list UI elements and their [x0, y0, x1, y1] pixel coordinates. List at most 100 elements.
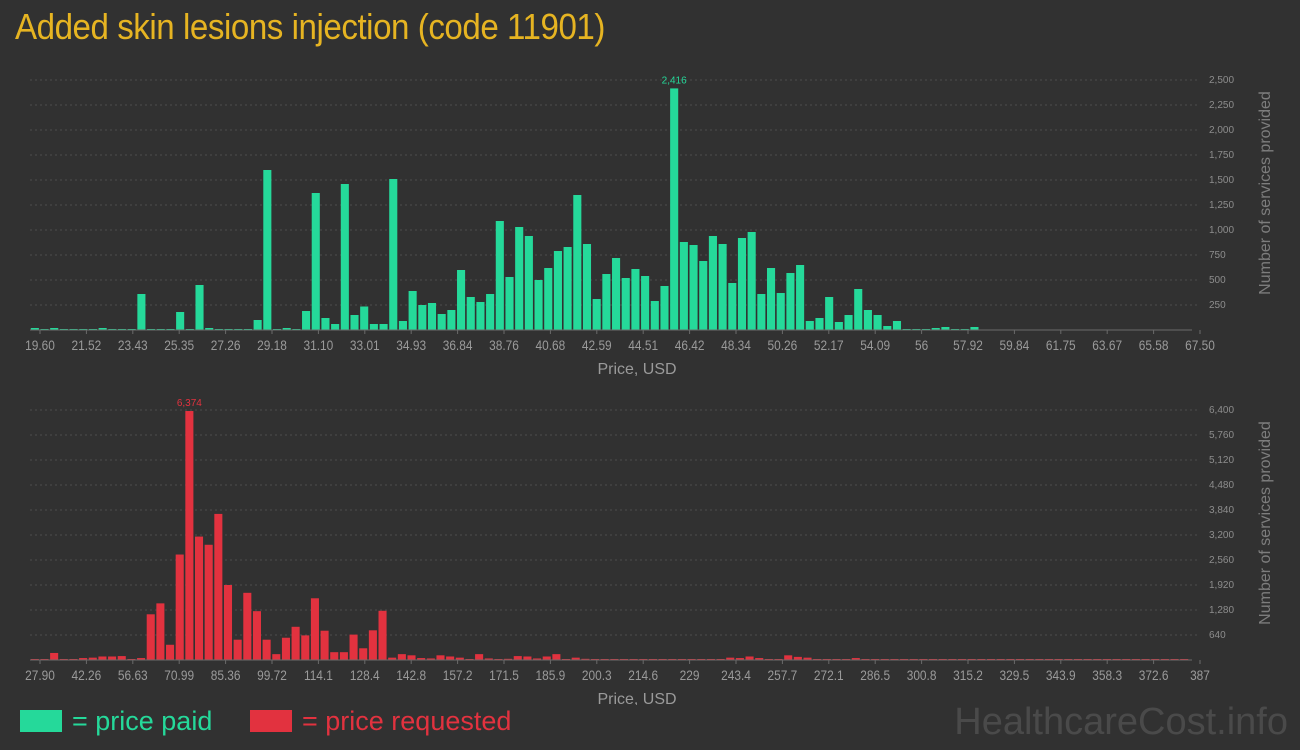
bar — [321, 318, 330, 330]
x-tick-label: 27.90 — [25, 667, 55, 683]
bar — [786, 273, 795, 330]
bar — [475, 654, 484, 660]
bar — [378, 610, 387, 660]
bar — [513, 656, 522, 660]
page-title: Added skin lesions injection (code 11901… — [15, 6, 605, 47]
x-tick-label: 50.26 — [768, 337, 798, 353]
y-tick-label: 1,250 — [1209, 200, 1234, 211]
x-tick-label: 56 — [915, 337, 928, 353]
watermark: HealthcareCost.info — [954, 701, 1288, 743]
bar — [641, 276, 650, 330]
bar — [602, 274, 611, 330]
x-tick-label: 42.59 — [582, 337, 612, 353]
bar — [796, 265, 805, 330]
x-tick-label: 70.99 — [164, 667, 194, 683]
bar — [784, 655, 793, 660]
bar — [582, 244, 592, 330]
bar — [446, 656, 455, 660]
y-tick-label: 750 — [1209, 250, 1226, 261]
x-tick-label: 23.43 — [118, 337, 148, 353]
x-tick-label: 243.4 — [721, 667, 751, 683]
x-tick-label: 65.58 — [1139, 337, 1169, 353]
x-tick-label: 40.68 — [536, 337, 566, 353]
y-tick-label: 2,250 — [1209, 100, 1234, 111]
bar — [311, 193, 320, 330]
bar — [757, 294, 766, 330]
y-tick-label: 250 — [1209, 300, 1226, 311]
x-tick-label: 42.26 — [72, 667, 102, 683]
bar — [166, 644, 175, 660]
x-tick-label: 85.36 — [211, 667, 241, 683]
x-tick-label: 31.10 — [304, 337, 334, 353]
bar — [844, 315, 853, 330]
bar — [50, 652, 59, 660]
bar — [650, 301, 659, 330]
bar — [146, 614, 155, 660]
x-tick-label: 257.7 — [768, 667, 798, 683]
bar — [612, 258, 621, 330]
bar — [397, 654, 406, 660]
bar — [320, 630, 329, 660]
bar — [339, 652, 348, 660]
x-tick-label: 54.09 — [860, 337, 890, 353]
bar — [747, 232, 756, 330]
bar — [281, 637, 290, 660]
bar — [718, 244, 727, 330]
bar — [205, 328, 214, 330]
x-tick-label: 128.4 — [350, 667, 380, 683]
bar — [553, 251, 562, 330]
legend-price-paid: = price paid — [20, 703, 212, 739]
bar — [571, 657, 580, 660]
bar — [301, 635, 310, 660]
y-tick-label: 5,760 — [1209, 430, 1234, 441]
bar — [195, 285, 204, 330]
bar — [735, 658, 744, 660]
x-tick-label: 56.63 — [118, 667, 148, 683]
bar — [892, 321, 902, 330]
bar — [359, 648, 368, 660]
y-tick-label: 1,920 — [1209, 580, 1234, 591]
legend-label-paid: = price paid — [72, 705, 213, 736]
bar — [252, 611, 262, 660]
x-tick-label: 46.42 — [675, 337, 705, 353]
y-tick-label: 1,000 — [1209, 225, 1234, 236]
chart-price-paid: 250 500 750 1,000 1,250 1,500 1,750 2,000 2,250 2… — [25, 75, 1274, 378]
bar — [156, 603, 165, 660]
bar — [573, 195, 582, 330]
bar — [581, 658, 590, 660]
x-tick-label: 372.6 — [1139, 667, 1169, 683]
bar — [30, 328, 39, 330]
y-tick-label: 640 — [1209, 630, 1226, 641]
x-tick-label: 329.5 — [1000, 667, 1030, 683]
y-axis-label: Number of services provided — [1257, 421, 1274, 625]
bar — [621, 278, 630, 330]
x-tick-label: 99.72 — [257, 667, 287, 683]
bar — [360, 306, 369, 330]
bar — [349, 634, 358, 660]
x-tick-label: 214.6 — [628, 667, 658, 683]
bar — [486, 294, 495, 330]
bar — [88, 657, 97, 660]
bar — [340, 184, 349, 330]
x-tick-label: 185.9 — [536, 667, 566, 683]
bar — [408, 291, 417, 330]
bar — [117, 656, 126, 660]
bar — [873, 315, 882, 330]
x-tick-label: 36.84 — [443, 337, 473, 353]
y-tick-label: 4,480 — [1209, 480, 1234, 491]
bar — [457, 270, 466, 330]
bar — [484, 658, 493, 660]
bar — [389, 179, 398, 330]
bar — [708, 236, 717, 330]
x-tick-label: 343.9 — [1046, 667, 1076, 683]
x-tick-label: 33.01 — [350, 337, 380, 353]
y-tick-label: 2,500 — [1209, 75, 1234, 86]
x-tick-label: 44.51 — [628, 337, 658, 353]
legend-swatch-paid — [20, 710, 62, 732]
bar — [350, 315, 359, 330]
y-tick-label: 2,560 — [1209, 555, 1234, 566]
bar — [834, 322, 843, 330]
bar — [523, 656, 532, 660]
bar — [524, 236, 533, 330]
bar — [726, 657, 735, 660]
